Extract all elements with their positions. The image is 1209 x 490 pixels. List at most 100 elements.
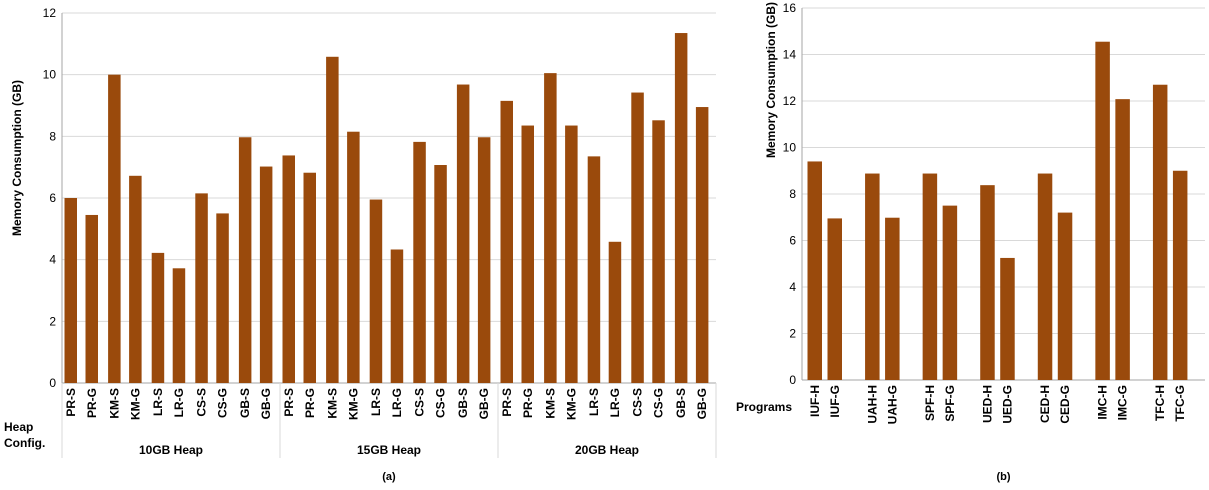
x-tick-label: CS-S [413, 388, 427, 417]
x-tick-label: UED-H [980, 385, 994, 423]
x-tick-label: GB-S [238, 388, 252, 418]
row-label-programs: Programs [736, 400, 792, 414]
y-axis-title: Memory Consumption (GB) [764, 2, 778, 158]
bar [1115, 99, 1130, 380]
y-tick-label: 6 [49, 191, 56, 205]
group-label: 15GB Heap [357, 443, 421, 457]
x-tick-label: CS-S [631, 388, 645, 417]
x-tick-label: CS-G [434, 388, 448, 418]
x-tick-label: TFC-G [1173, 385, 1187, 422]
x-tick-label: GB-S [674, 388, 688, 418]
x-tick-label: KM-G [128, 388, 142, 420]
x-tick-label: CS-G [652, 388, 666, 418]
x-tick-label: GB-G [259, 388, 273, 419]
x-tick-label: PR-S [500, 388, 514, 417]
bar [413, 141, 426, 383]
x-tick-label: KM-S [325, 388, 339, 419]
bar [1037, 173, 1053, 380]
x-tick-label: KM-S [107, 388, 121, 419]
bar [544, 73, 557, 383]
bar [885, 217, 900, 380]
x-tick-label: GB-S [456, 388, 470, 418]
bar [827, 218, 842, 380]
x-tick-label: IUF-G [828, 385, 842, 418]
caption-b: (b) [996, 471, 1010, 483]
bar [500, 100, 513, 383]
bar [674, 33, 688, 384]
bar [865, 173, 880, 380]
x-tick-label: CED-H [1038, 385, 1052, 423]
x-tick-label: IMC-H [1096, 385, 1110, 420]
bar [1057, 212, 1073, 380]
x-tick-label: PR-G [521, 388, 535, 418]
x-tick-label: GB-G [477, 388, 491, 419]
bar [695, 107, 709, 384]
row-label-config: Config. [4, 436, 45, 450]
x-tick-label: IMC-G [1116, 385, 1130, 420]
bar [390, 249, 404, 383]
y-tick-label: 12 [783, 94, 797, 108]
x-tick-label: PR-S [282, 388, 296, 417]
y-tick-label: 8 [49, 129, 56, 143]
bar [129, 175, 142, 383]
bar [108, 74, 121, 384]
x-tick-label: GB-G [695, 388, 709, 419]
bar [587, 156, 601, 383]
y-tick-label: 0 [789, 373, 796, 387]
y-tick-label: 14 [783, 48, 797, 62]
y-tick-label: 8 [789, 187, 796, 201]
x-tick-label: SPF-H [923, 385, 937, 421]
bar [216, 213, 229, 383]
x-tick-label: LR-G [390, 388, 404, 417]
bar [326, 56, 339, 384]
x-tick-label: CS-S [195, 388, 209, 417]
y-tick-label: 10 [43, 68, 57, 82]
x-tick-label: PR-S [64, 388, 78, 417]
bar [565, 125, 578, 384]
x-tick-label: IUF-H [808, 385, 822, 417]
bar [259, 166, 273, 383]
x-tick-label: KM-G [346, 388, 360, 420]
bar [85, 214, 98, 383]
y-tick-label: 2 [49, 314, 56, 328]
y-tick-label: 10 [783, 141, 797, 155]
x-tick-label: KM-G [564, 388, 578, 420]
x-tick-label: UED-G [1000, 385, 1014, 424]
bar [1000, 257, 1015, 380]
bar [922, 173, 938, 380]
x-tick-label: UAH-H [865, 385, 879, 424]
bar [1152, 84, 1168, 380]
y-tick-label: 4 [49, 253, 56, 267]
bar [631, 92, 644, 384]
x-tick-label: UAH-G [885, 385, 899, 424]
bar [369, 199, 383, 383]
y-tick-label: 6 [789, 234, 796, 248]
x-tick-label: PR-G [85, 388, 99, 418]
bar [807, 161, 822, 380]
group-label: 20GB Heap [575, 443, 639, 457]
bar [942, 205, 958, 380]
group-label: 10GB Heap [139, 443, 203, 457]
x-tick-label: LR-G [608, 388, 622, 417]
y-tick-label: 0 [49, 376, 56, 390]
row-label-heap: Heap [4, 420, 33, 434]
bar [434, 165, 447, 383]
bar [1172, 170, 1188, 380]
x-tick-label: SPF-G [943, 385, 957, 422]
bar [172, 268, 186, 383]
y-tick-label: 16 [783, 1, 797, 15]
bar [238, 137, 252, 383]
bar [64, 198, 77, 383]
bar [652, 120, 665, 384]
bar [521, 125, 534, 384]
bar [1095, 41, 1110, 381]
bar [151, 252, 165, 383]
bar [477, 137, 491, 383]
y-tick-label: 4 [789, 280, 796, 294]
y-tick-label: 2 [789, 327, 796, 341]
bar [347, 131, 360, 383]
bar [608, 241, 622, 383]
y-axis-title: Memory Consumption (GB) [10, 80, 24, 236]
